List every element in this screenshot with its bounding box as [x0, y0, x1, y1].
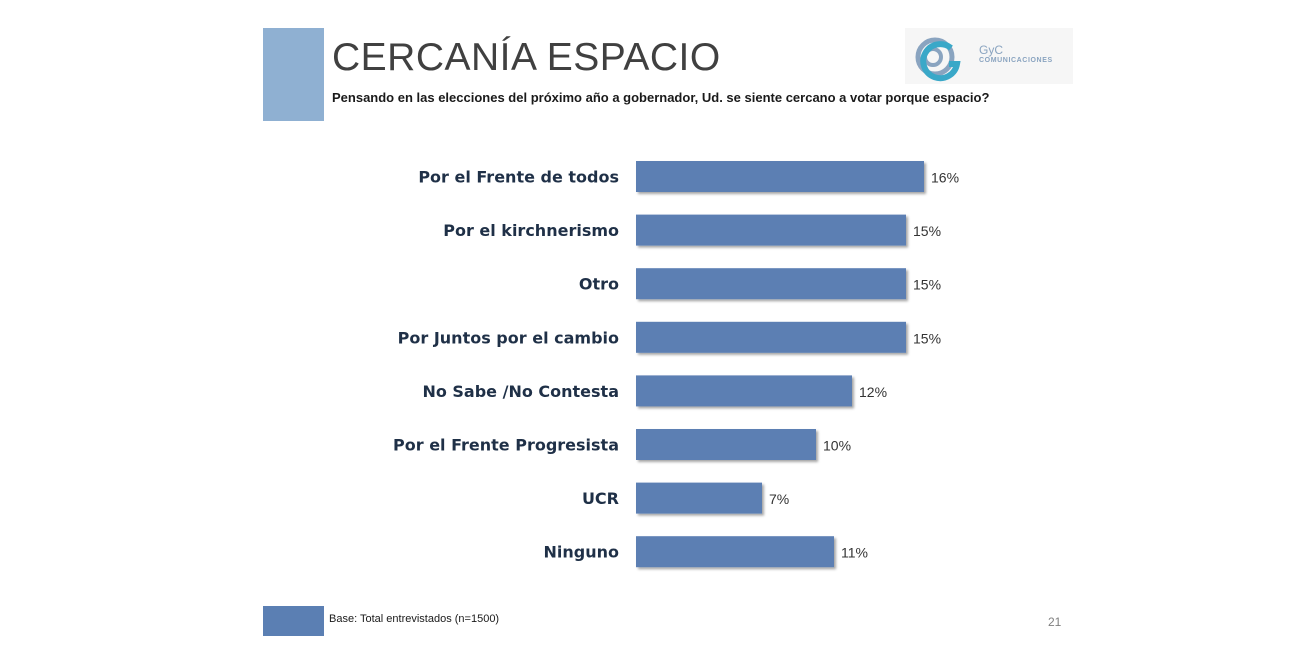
value-label: 15%	[913, 223, 941, 239]
footer-accent-block	[263, 606, 324, 636]
category-label: Por Juntos por el cambio	[398, 328, 619, 347]
survey-question: Pensando en las elecciones del próximo a…	[332, 90, 990, 105]
value-label: 10%	[823, 438, 851, 454]
category-label: Por el Frente Progresista	[393, 436, 619, 455]
category-label: UCR	[582, 489, 619, 508]
value-label: 16%	[931, 170, 959, 186]
page-number: 21	[1048, 615, 1062, 629]
category-label: Ninguno	[544, 543, 620, 562]
logo-name: GyC	[979, 43, 1003, 57]
bar	[636, 375, 852, 407]
bar	[636, 161, 924, 192]
bar	[636, 429, 816, 460]
category-label: Por el kirchnerismo	[443, 221, 619, 240]
logo-tagline: COMUNICACIONES	[979, 57, 1053, 64]
bar	[636, 214, 906, 246]
logo-mark-icon	[915, 37, 961, 82]
value-label: 15%	[913, 277, 941, 293]
value-label: 15%	[913, 330, 941, 346]
page-title: CERCANÍA ESPACIO	[332, 36, 721, 79]
category-label: No Sabe /No Contesta	[422, 382, 619, 401]
bar	[636, 321, 906, 353]
bar	[636, 482, 762, 514]
base-footnote: Base: Total entrevistados (n=1500)	[329, 613, 500, 625]
bar	[636, 536, 834, 568]
value-label: 11%	[841, 545, 868, 561]
value-label: 7%	[769, 491, 789, 507]
company-logo: GyC COMUNICACIONES	[905, 28, 1073, 84]
category-label: Por el Frente de todos	[418, 168, 619, 187]
category-label: Otro	[579, 275, 619, 294]
value-label: 12%	[859, 384, 887, 400]
bar	[636, 268, 906, 300]
title-accent-block	[263, 28, 324, 121]
